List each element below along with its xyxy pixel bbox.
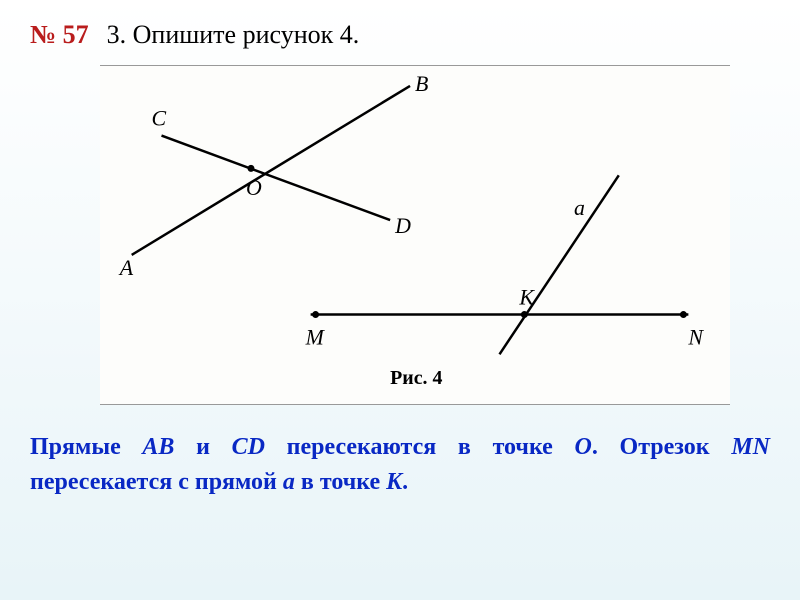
cd: CD — [232, 434, 265, 460]
answer-paragraph: Прямые AB и CD пересекаются в точке O. О… — [30, 430, 770, 500]
label-c: C — [152, 107, 167, 131]
t3: пересекаются в точке — [265, 434, 575, 460]
t7: . — [402, 469, 408, 495]
problem-number: № 57 — [30, 20, 89, 50]
geometry-diagram: A B C D O M N Ka Рис. 4 — [100, 66, 730, 404]
label-a: a — [574, 196, 585, 220]
t2: и — [174, 434, 231, 460]
label-d: D — [394, 214, 411, 238]
label-a: A — [118, 256, 134, 280]
t4: . Отрезок — [592, 434, 731, 460]
t1: Прямые — [30, 434, 142, 460]
k: K — [386, 469, 402, 495]
a: a — [283, 469, 295, 495]
point-m — [312, 311, 319, 318]
label-k: K — [518, 286, 535, 310]
problem-task: 3. Опишите рисунок 4. — [107, 20, 360, 50]
label-n: N — [687, 325, 704, 349]
label-m: M — [305, 325, 326, 349]
mn: MN — [731, 434, 770, 460]
point-o — [247, 165, 254, 172]
label-o: O — [246, 176, 262, 200]
label-b: B — [415, 72, 428, 96]
ab: AB — [142, 434, 174, 460]
point-n — [680, 311, 687, 318]
figure-caption: Рис. 4 — [390, 367, 442, 389]
point-k — [521, 311, 528, 318]
line-a — [500, 175, 619, 354]
o: O — [575, 434, 592, 460]
line-cd — [162, 136, 391, 221]
problem-header: № 57 3. Опишите рисунок 4. — [30, 20, 770, 50]
figure-box: A B C D O M N Ka Рис. 4 — [100, 65, 730, 405]
t6: в точке — [295, 469, 386, 495]
line-ab — [132, 86, 410, 255]
t5: пересекается с прямой — [30, 469, 283, 495]
